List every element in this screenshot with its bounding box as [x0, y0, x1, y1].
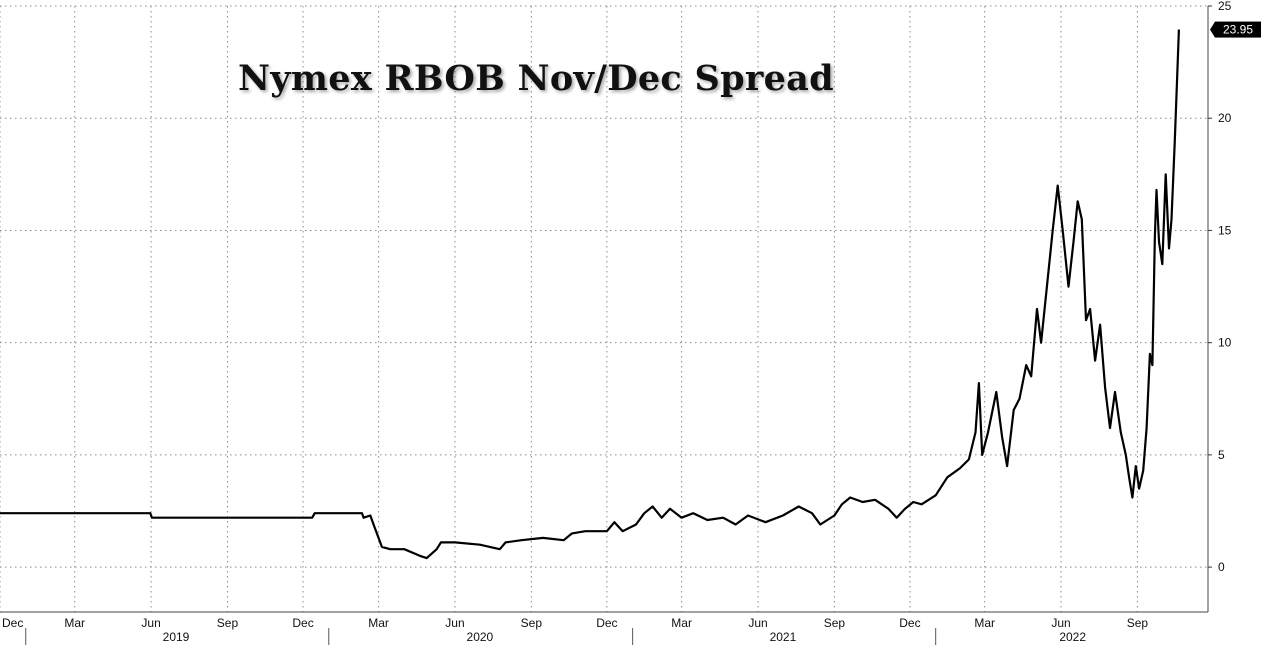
x-tick-label: Jun: [445, 616, 464, 630]
x-tick-label: Jun: [1051, 616, 1070, 630]
x-tick-label: Sep: [1127, 616, 1149, 630]
x-tick-label: Mar: [64, 616, 85, 630]
y-tick-label: 0: [1218, 560, 1225, 574]
x-year-label: 2022: [1059, 630, 1086, 644]
x-tick-label: Jun: [141, 616, 160, 630]
x-year-label: 2019: [163, 630, 190, 644]
y-tick-label: 25: [1218, 0, 1232, 13]
y-axis-ticks: 0 5 10 15 20 25: [1208, 0, 1232, 574]
axes: [0, 6, 1209, 645]
grid-lines: [0, 5, 1208, 612]
last-value-marker: 23.95: [1210, 21, 1261, 38]
x-tick-label: Jun: [748, 616, 767, 630]
x-tick-label: Mar: [671, 616, 692, 630]
y-tick-label: 15: [1218, 223, 1232, 237]
y-tick-label: 10: [1218, 336, 1232, 350]
last-value-pointer: [1210, 21, 1215, 38]
x-tick-label: Mar: [368, 616, 389, 630]
series-line: [0, 29, 1180, 560]
y-tick-label: 20: [1218, 111, 1232, 125]
x-tick-label: Dec: [596, 616, 617, 630]
x-tick-label: Dec: [2, 616, 23, 630]
x-year-label: 2021: [770, 630, 797, 644]
x-year-label: 2020: [467, 630, 494, 644]
x-tick-label: Dec: [899, 616, 920, 630]
x-axis-ticks: Dec Mar Jun Sep Dec Mar Jun Sep Dec Mar Jun Sep Dec M…: [2, 616, 1148, 644]
x-tick-label: Dec: [292, 616, 313, 630]
last-value-label: 23.95: [1223, 23, 1253, 37]
x-tick-label: Sep: [824, 616, 846, 630]
chart-title: Nymex RBOB Nov/Dec Spread: [238, 58, 834, 99]
y-tick-label: 5: [1218, 448, 1225, 462]
x-tick-label: Sep: [217, 616, 239, 630]
x-tick-label: Mar: [974, 616, 995, 630]
last-value-box: [1215, 21, 1261, 38]
x-tick-label: Sep: [521, 616, 543, 630]
